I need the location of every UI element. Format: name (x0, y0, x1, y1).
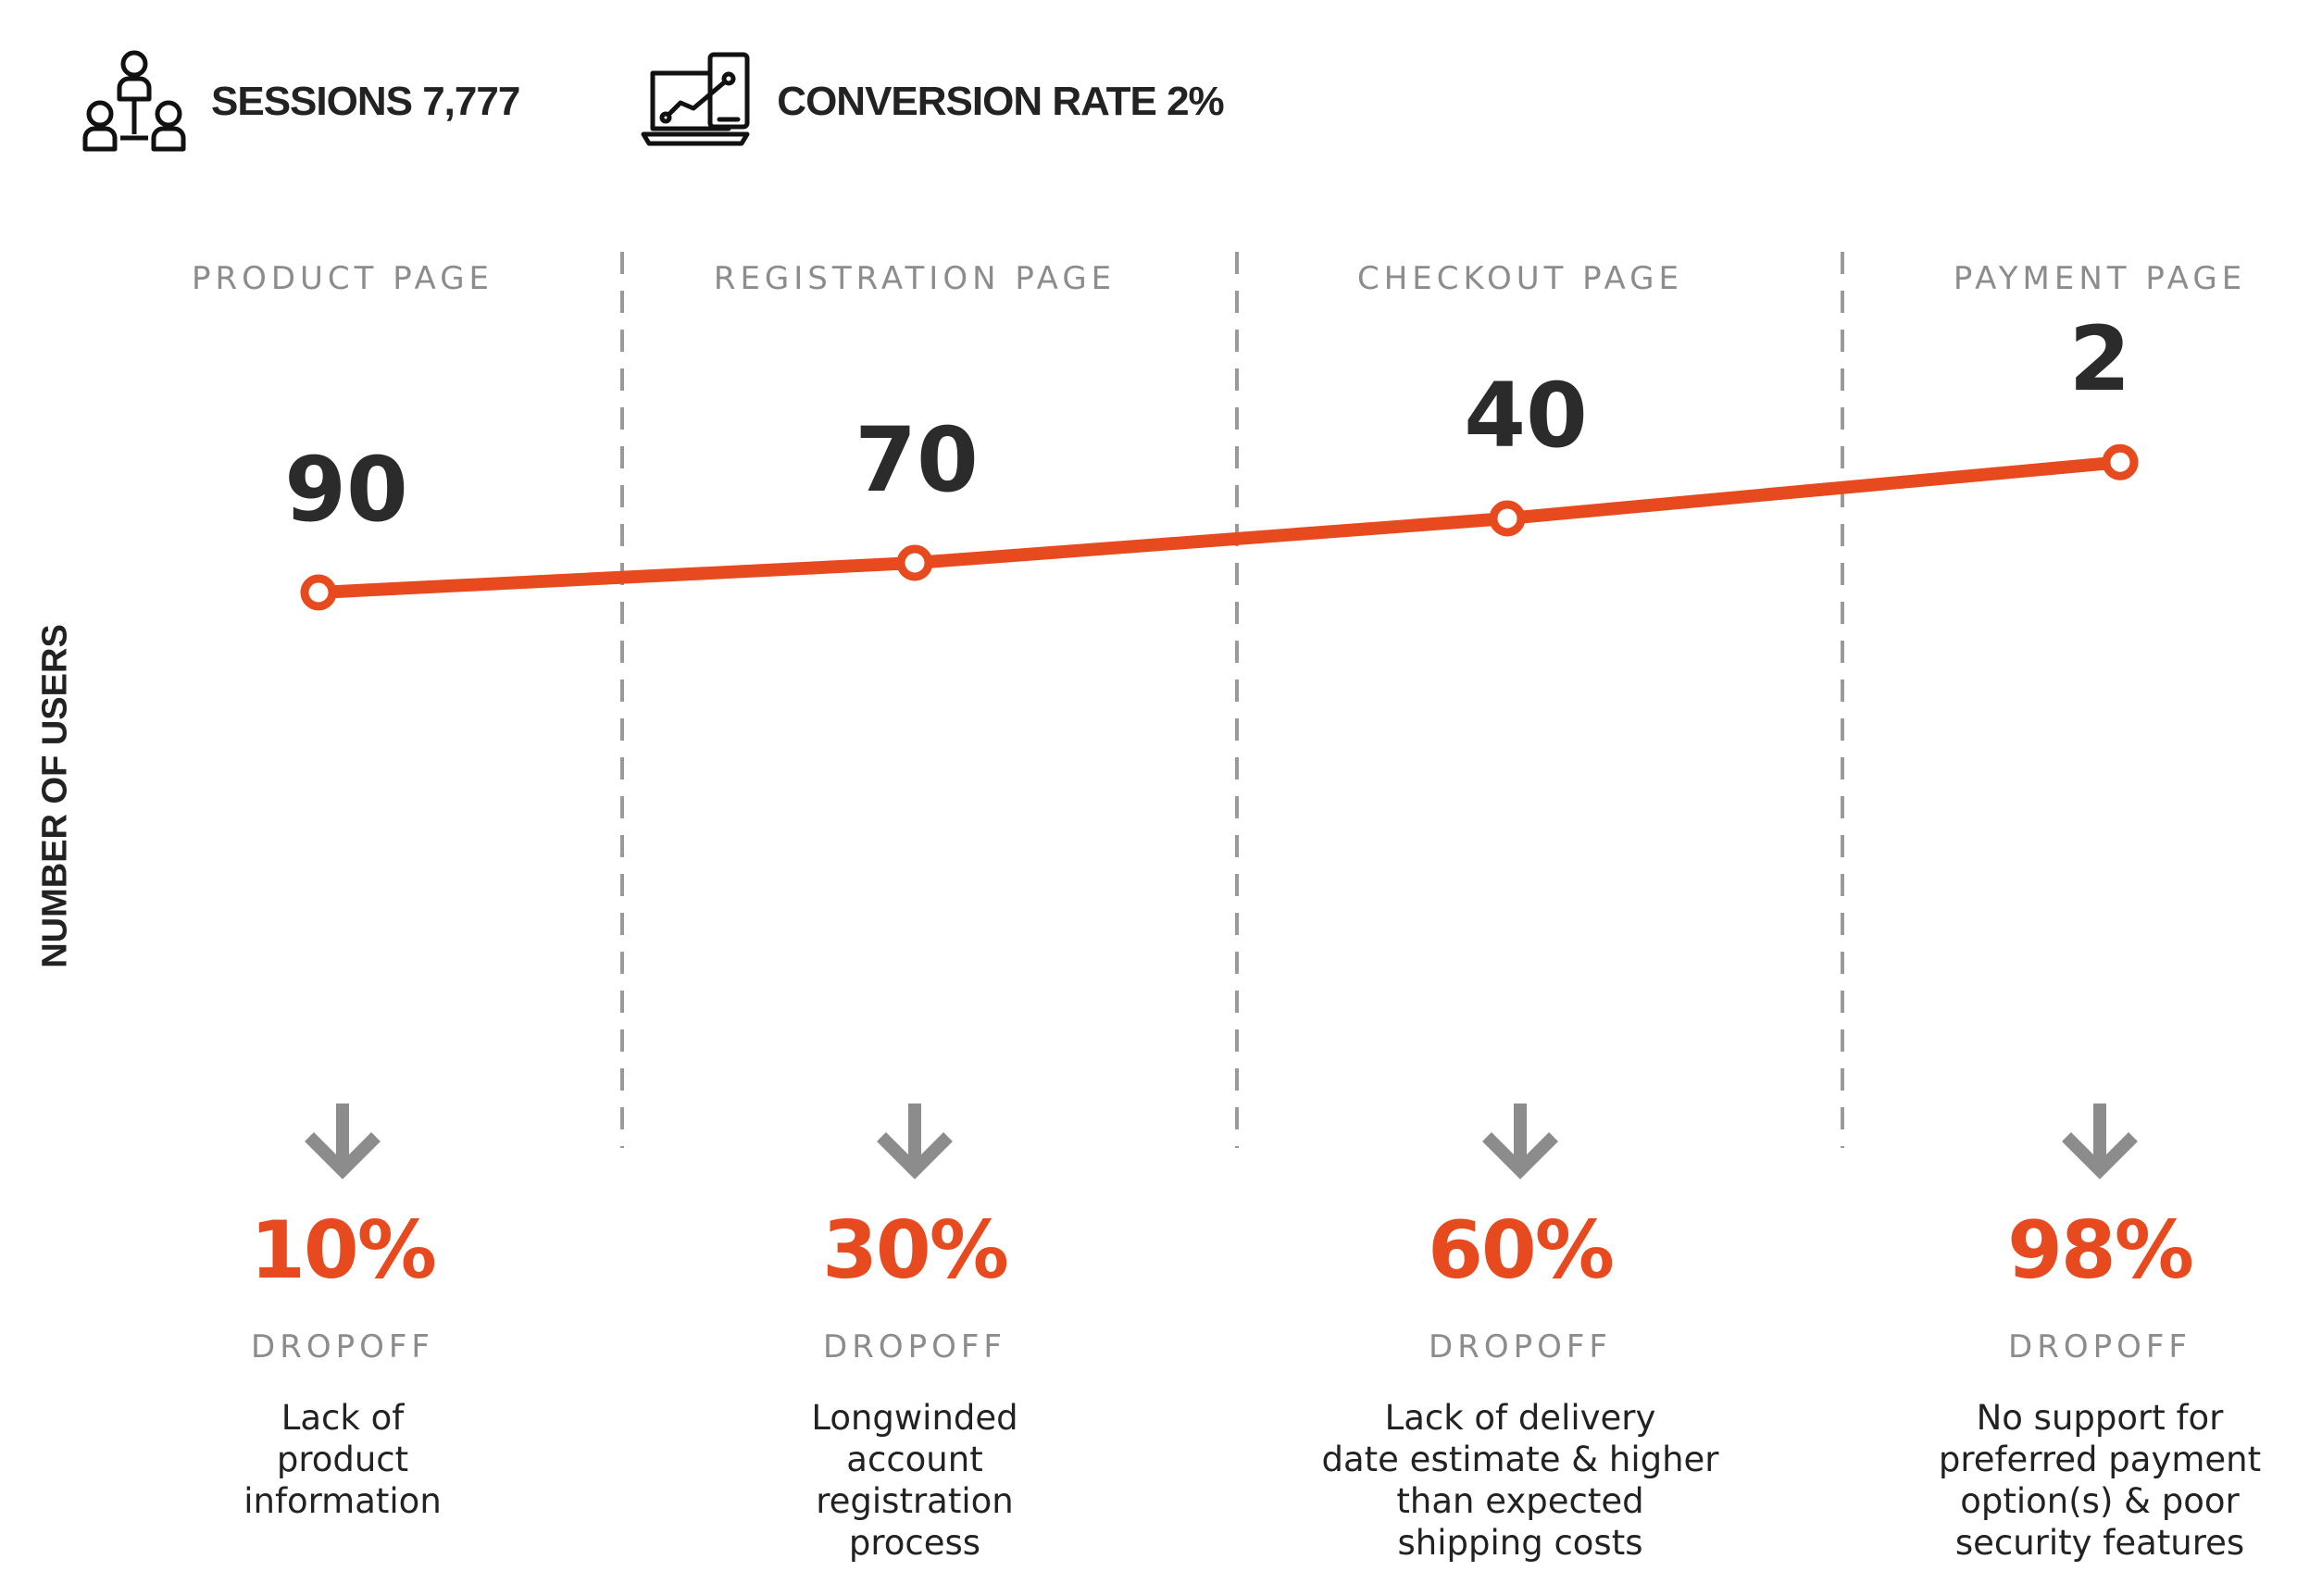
arrow-down-icon (305, 1103, 381, 1179)
dropoff-percent-3: 98% (2007, 1204, 2192, 1297)
dropoff-percent-2: 60% (1428, 1204, 1613, 1297)
dropoff-reason-line: No support for (1977, 1398, 2225, 1438)
header: SESSIONS 7,777 CONVERSION RATE 2% (74, 37, 1225, 167)
dropoff-label-1: DROPOFF (823, 1328, 1006, 1365)
dropoff-reason-line: account (846, 1440, 982, 1479)
stage-title-0: PRODUCT PAGE (192, 260, 493, 297)
arrow-down-icon (1482, 1103, 1558, 1179)
dropoff-reason-line: than expected (1396, 1481, 1643, 1521)
dropoff-reason-line: registration (816, 1481, 1013, 1521)
arrow-down-icon (2062, 1103, 2138, 1179)
dropoff-reason-line: shipping costs (1398, 1523, 1643, 1563)
dropoff-label-0: DROPOFF (251, 1328, 434, 1365)
dropoff-reason-line: option(s) & poor (1960, 1481, 2240, 1521)
dropoff-reason-line: date estimate & higher (1321, 1440, 1719, 1479)
stage-title-2: CHECKOUT PAGE (1357, 260, 1683, 297)
sessions-label: SESSIONS 7,777 (211, 79, 520, 124)
data-point-3 (2102, 443, 2139, 480)
dropoff-reason-line: process (849, 1523, 980, 1563)
data-point-0 (300, 574, 337, 611)
dropoff-reason-line: Lack of delivery (1385, 1398, 1656, 1438)
sessions-stat: SESSIONS 7,777 (74, 42, 520, 162)
value-label-3: 2 (2069, 307, 2131, 411)
value-label-2: 40 (1464, 364, 1588, 468)
dropoff-reason-line: Lack of (281, 1398, 405, 1438)
dropoff-reason-line: information (243, 1481, 442, 1521)
laptop-phone-growth-icon (640, 42, 760, 162)
stage-title-1: REGISTRATION PAGE (714, 260, 1116, 297)
value-label-0: 90 (284, 438, 408, 542)
series-line (312, 455, 2127, 599)
conversion-stat: CONVERSION RATE 2% (640, 42, 1225, 162)
arrow-down-icon (877, 1103, 953, 1179)
dropoff-reason-line: Longwinded (811, 1398, 1017, 1438)
dropoff-reason-line: preferred payment (1939, 1440, 2261, 1479)
users-network-icon (74, 42, 194, 162)
stage-title-3: PAYMENT PAGE (1954, 260, 2246, 297)
conversion-label: CONVERSION RATE 2% (777, 79, 1224, 124)
dropoff-reason-line: security features (1955, 1523, 2244, 1563)
dropoff-percent-1: 30% (822, 1204, 1007, 1297)
data-point-1 (896, 544, 933, 581)
value-label-1: 70 (855, 408, 979, 512)
dropoff-percent-0: 10% (250, 1204, 435, 1297)
dropoff-label-3: DROPOFF (2008, 1328, 2191, 1365)
data-point-2 (1489, 500, 1526, 537)
dropoff-label-2: DROPOFF (1429, 1328, 1612, 1365)
dropoff-reason-line: product (277, 1440, 408, 1479)
